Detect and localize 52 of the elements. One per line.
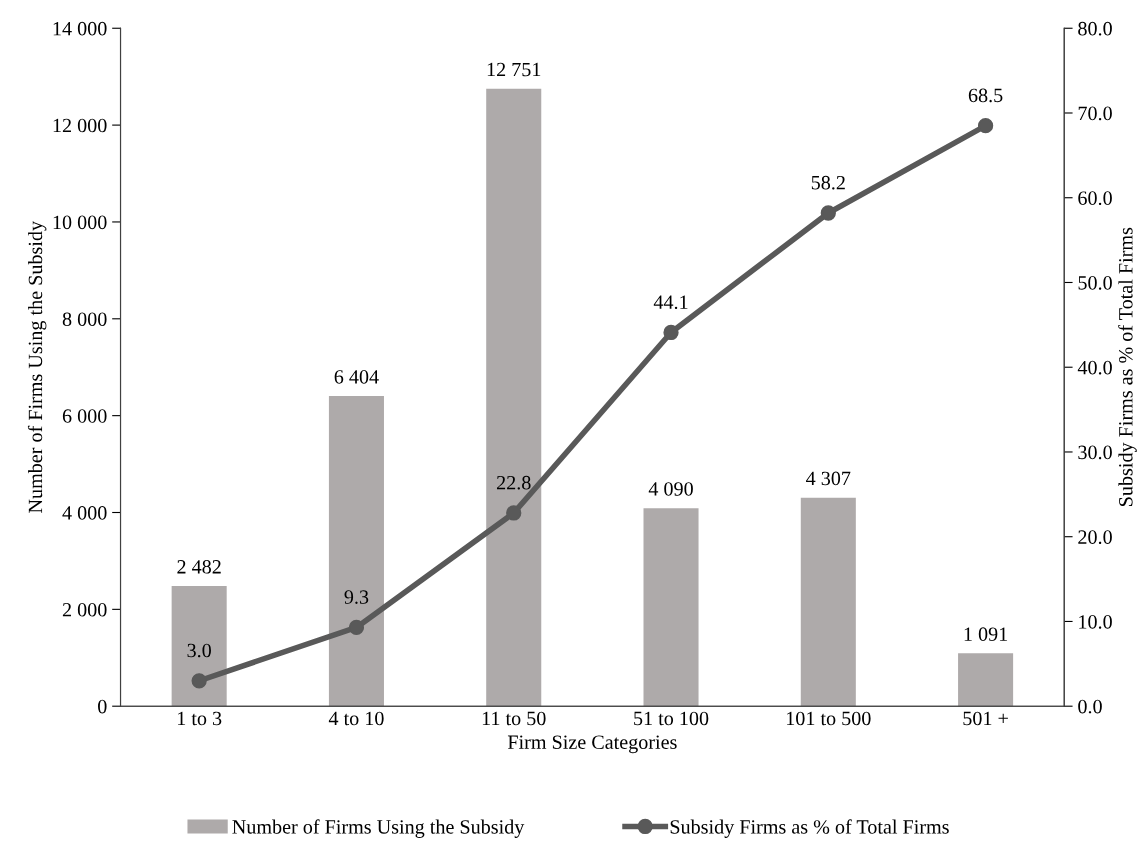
data-label: 4 090 bbox=[648, 482, 693, 496]
data-label: 2 482 bbox=[177, 559, 221, 574]
y-tick-label: 8 000 bbox=[62, 312, 107, 326]
point bbox=[663, 324, 679, 341]
data-label: 58.2 bbox=[811, 175, 845, 190]
data-label: 1 091 bbox=[964, 627, 1008, 641]
bar bbox=[800, 497, 856, 707]
x-tick-label: 501 + bbox=[963, 711, 1008, 726]
data-label: 9.3 bbox=[344, 590, 369, 604]
y-tick-label: 12 000 bbox=[53, 118, 107, 133]
bar bbox=[486, 88, 542, 707]
x-axis-title: Firm Size Categories bbox=[507, 735, 677, 754]
data-label: 4 307 bbox=[806, 471, 851, 486]
y2-axis-title: Subsidy Firms as % of Total Firms bbox=[1118, 227, 1137, 506]
x-tick-label: 51 to 100 bbox=[634, 711, 709, 726]
y-tick-label: 2 000 bbox=[62, 602, 107, 617]
y2-tick-label: 0.0 bbox=[1078, 699, 1102, 714]
y-tick-label: 0 bbox=[98, 699, 107, 714]
point bbox=[191, 673, 207, 689]
legend-label: Subsidy Firms as % of Total Firms bbox=[670, 819, 949, 838]
data-label: 22.8 bbox=[497, 475, 531, 490]
point bbox=[977, 118, 994, 134]
data-label: 44.1 bbox=[653, 295, 688, 310]
y2-tick-label: 50.0 bbox=[1078, 276, 1112, 290]
bar bbox=[643, 508, 699, 707]
x-tick-label: 11 to 50 bbox=[482, 711, 546, 726]
y-tick-label: 4 000 bbox=[62, 506, 107, 520]
point bbox=[820, 205, 836, 221]
legend-label: Number of Firms Using the Subsidy bbox=[232, 819, 525, 838]
bar bbox=[328, 396, 384, 707]
x-tick-label: 4 to 10 bbox=[328, 711, 384, 726]
point bbox=[506, 505, 522, 521]
y-tick-label: 14 000 bbox=[53, 21, 107, 36]
y2-tick-label: 40.0 bbox=[1077, 360, 1112, 375]
y2-tick-label: 60.0 bbox=[1078, 191, 1112, 206]
y2-tick-label: 10.0 bbox=[1079, 615, 1112, 629]
x-tick-label: 101 to 500 bbox=[787, 711, 871, 726]
y2-tick-label: 80.0 bbox=[1078, 21, 1112, 36]
data-label: 12 751 bbox=[487, 62, 541, 77]
y-tick-label: 10 000 bbox=[53, 215, 107, 230]
point bbox=[348, 619, 365, 636]
data-label: 6 404 bbox=[334, 370, 379, 384]
data-label: 3.0 bbox=[187, 643, 211, 658]
bar bbox=[171, 586, 227, 707]
y-axis-title: Number of Firms Using the Subsidy bbox=[27, 221, 47, 513]
y2-tick-label: 20.0 bbox=[1078, 530, 1112, 544]
x-tick-label: 1 to 3 bbox=[178, 711, 222, 726]
y2-tick-label: 30.0 bbox=[1078, 445, 1112, 460]
y2-tick-label: 70.0 bbox=[1078, 106, 1112, 121]
data-label: 68.5 bbox=[968, 88, 1003, 103]
bar bbox=[958, 653, 1014, 707]
y-tick-label: 6 000 bbox=[62, 409, 107, 423]
